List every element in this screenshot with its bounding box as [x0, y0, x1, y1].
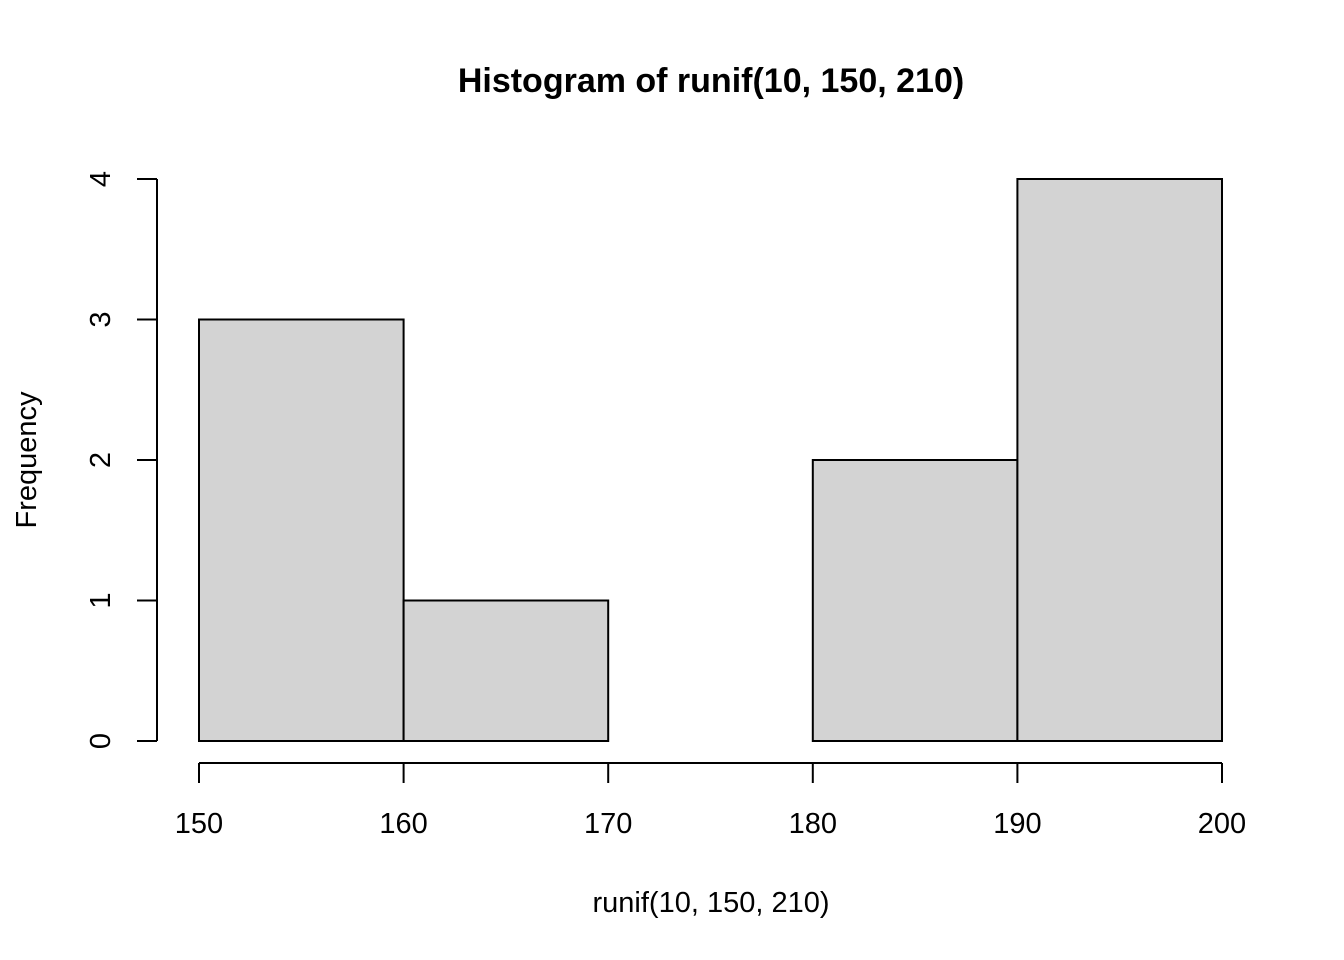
- y-tick-label: 4: [85, 171, 117, 187]
- x-tick-label: 170: [584, 808, 632, 840]
- histogram-bar-180-190: [811, 459, 1019, 742]
- y-axis: 0 1 2 3 4: [85, 171, 158, 749]
- x-tick-label: 150: [175, 808, 223, 840]
- x-axis-title: runif(10, 150, 210): [593, 887, 830, 919]
- y-tick-label: 0: [85, 733, 117, 749]
- histogram-bar-150-160: [198, 318, 405, 742]
- y-tick-label: 1: [85, 592, 117, 608]
- histogram-bar-190-200: [1016, 178, 1224, 742]
- y-axis-title: Frequency: [11, 391, 43, 529]
- x-tick-label: 160: [379, 808, 427, 840]
- chart-title: Histogram of runif(10, 150, 210): [458, 62, 964, 100]
- histogram-bars: [198, 178, 1224, 742]
- x-tick-label: 190: [993, 808, 1041, 840]
- x-axis: 150 160 170 180 190 200: [175, 762, 1246, 840]
- histogram-bar-160-170: [402, 599, 610, 742]
- x-tick-label: 200: [1198, 808, 1246, 840]
- x-tick-label: 180: [789, 808, 837, 840]
- y-tick-label: 2: [85, 452, 117, 468]
- y-tick-label: 3: [85, 311, 117, 327]
